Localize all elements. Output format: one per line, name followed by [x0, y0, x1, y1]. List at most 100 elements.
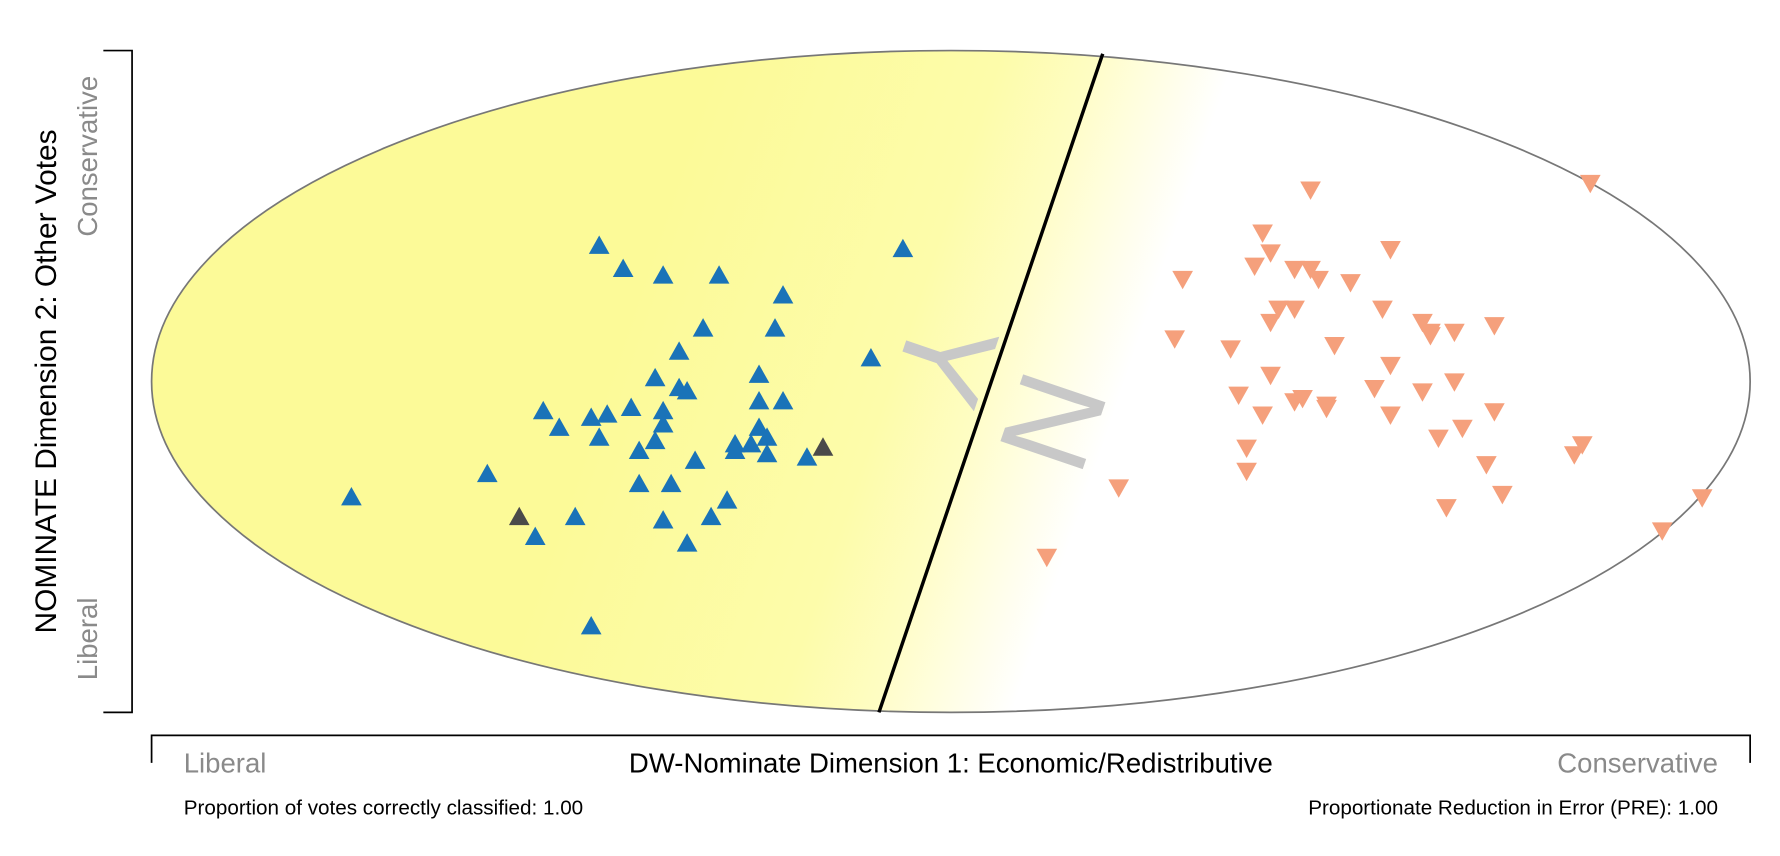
legislator-point — [1284, 260, 1305, 280]
legislator-point — [860, 347, 882, 367]
legislator-point — [1308, 270, 1329, 290]
legislator-point — [772, 390, 794, 410]
legislator-point — [1452, 419, 1473, 439]
legislator-point — [508, 506, 530, 526]
legislator-point — [1252, 406, 1273, 425]
legislator-point — [1164, 330, 1185, 349]
legislator-point — [548, 417, 570, 436]
legislator-point — [1492, 485, 1513, 505]
legislator-point — [1380, 241, 1401, 260]
legislator-point — [341, 486, 362, 506]
legislator-point — [660, 473, 682, 493]
legislator-point — [1444, 373, 1465, 392]
legislator-point — [652, 510, 674, 529]
legislator-point — [628, 440, 650, 459]
legislator-point — [1252, 224, 1273, 243]
legislator-point — [684, 450, 706, 469]
legislator-point — [1651, 522, 1673, 541]
legislator-point — [564, 506, 586, 526]
legislator-point — [708, 265, 730, 284]
legislator-point — [652, 265, 674, 284]
legislator-point — [588, 235, 610, 254]
legislator-point — [1172, 270, 1193, 290]
legislator-point — [812, 437, 834, 456]
legislator-point — [748, 417, 770, 436]
legislator-point — [1484, 317, 1505, 336]
legislator-point — [644, 367, 666, 387]
legislator-point — [1372, 300, 1393, 320]
legislator-point — [1284, 393, 1305, 412]
legislator-point — [668, 341, 690, 360]
legislator-point — [1284, 300, 1305, 320]
legislator-point — [1444, 323, 1465, 343]
pre-note: Proportionate Reduction in Error (PRE): … — [1308, 796, 1718, 819]
legislator-point — [596, 404, 618, 423]
legislator-point — [652, 400, 674, 420]
legislator-point — [676, 381, 698, 400]
legislator-point — [644, 430, 666, 450]
legislator-point — [764, 318, 786, 337]
legislator-point — [740, 433, 762, 453]
y-low-label: Liberal — [72, 597, 103, 680]
legislator-point — [1412, 383, 1433, 402]
legislator-point — [628, 473, 650, 493]
legislator-point — [1324, 337, 1345, 356]
plot-area: YN — [150, 49, 1752, 714]
legislator-point — [1484, 403, 1505, 422]
legislator-point — [652, 414, 674, 433]
legislator-point — [1108, 479, 1130, 498]
legislator-point — [1412, 313, 1433, 333]
x-high-label: Conservative — [1557, 748, 1718, 779]
cutting-line — [877, 53, 1105, 713]
legislator-point — [620, 397, 642, 416]
legislator-point — [796, 447, 818, 466]
legislator-point — [1579, 174, 1601, 194]
legislator-point — [1300, 260, 1321, 280]
legislator-point — [1380, 406, 1401, 425]
legislator-point — [748, 364, 770, 383]
legislator-point — [756, 443, 778, 463]
y-high-label: Conservative — [72, 76, 103, 237]
legislator-point — [1236, 439, 1257, 458]
legislator-point — [1364, 380, 1385, 399]
legislator-point — [1268, 300, 1289, 320]
legislator-point — [1380, 356, 1401, 376]
legislator-point — [1260, 313, 1281, 333]
legislator-point — [1260, 366, 1281, 386]
legislator-point — [1420, 327, 1441, 346]
x-low-label: Liberal — [184, 748, 267, 779]
legislator-point — [772, 285, 794, 304]
ellipse-boundary — [150, 49, 1752, 714]
legislator-point — [1436, 499, 1457, 518]
legislator-point — [580, 615, 602, 635]
legislator-point — [532, 400, 554, 420]
classification-note: Proportion of votes correctly classified… — [184, 796, 583, 819]
legislator-point — [748, 390, 770, 410]
legislator-point — [1340, 274, 1361, 293]
legislator-point — [476, 463, 498, 483]
legislator-point — [700, 506, 722, 526]
legislator-point — [1428, 429, 1449, 449]
legislator-point — [1244, 257, 1265, 276]
legislator-point — [1316, 399, 1337, 419]
x-axis-title: DW-Nominate Dimension 1: Economic/Redist… — [629, 748, 1273, 779]
legislator-point — [524, 526, 546, 546]
x-axis-bracket — [150, 734, 1752, 763]
legislator-point — [1691, 489, 1713, 508]
legislator-point — [1220, 340, 1241, 359]
legislator-point — [892, 238, 914, 258]
legislator-point — [1563, 446, 1585, 465]
legislator-point — [692, 318, 714, 337]
legislator-point — [612, 258, 634, 277]
legislator-point — [588, 427, 610, 446]
legislator-point — [1476, 456, 1497, 475]
legislator-point — [716, 490, 738, 509]
y-axis-title: NOMINATE Dimension 2: Other Votes — [30, 129, 63, 633]
legislator-point — [1228, 386, 1249, 406]
yea-region — [151, 50, 1751, 713]
legislator-point — [1571, 436, 1593, 455]
legislator-point — [724, 440, 746, 459]
legislator-point — [580, 407, 602, 426]
